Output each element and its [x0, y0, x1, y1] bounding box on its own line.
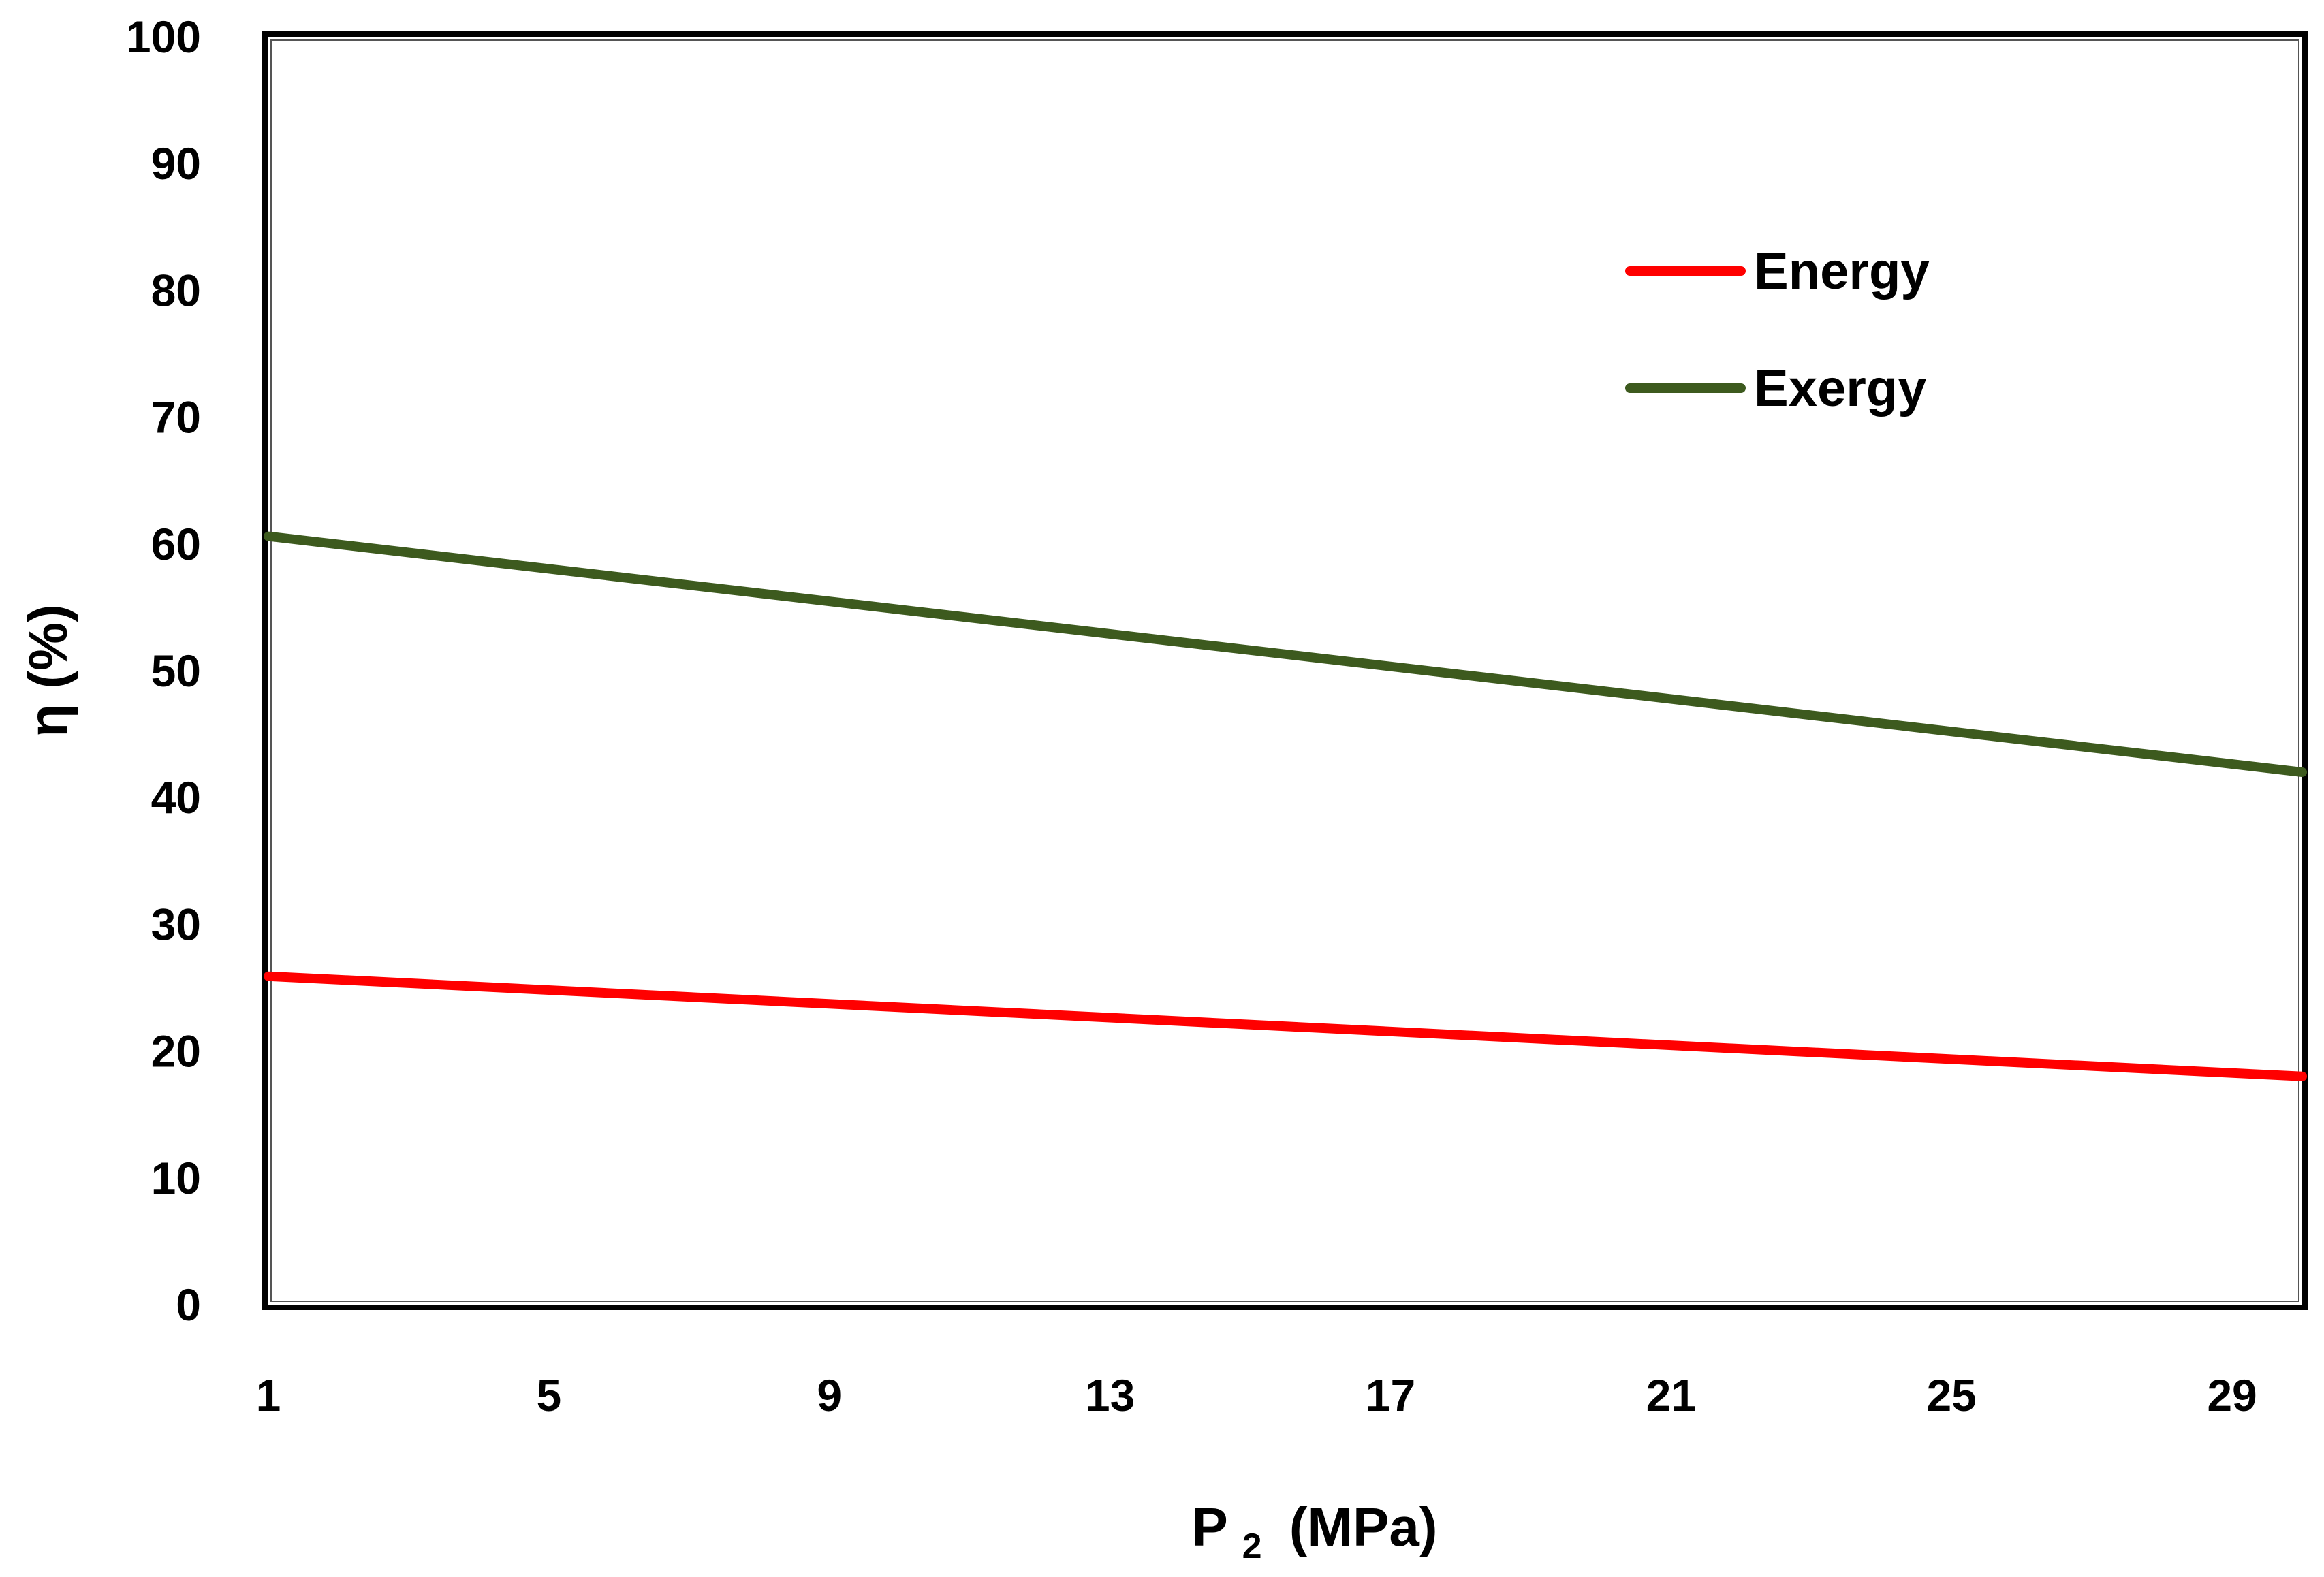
y-tick-label-80: 80: [151, 265, 201, 315]
x-axis-ticks: 1 5 9 13 17 21 25 29: [256, 1370, 2257, 1420]
x-tick-label-13: 13: [1085, 1370, 1135, 1420]
y-tick-label-70: 70: [151, 392, 201, 443]
x-tick-label-17: 17: [1366, 1370, 1415, 1420]
y-tick-label-20: 20: [151, 1026, 201, 1077]
x-tick-label-5: 5: [537, 1370, 562, 1420]
x-tick-label-25: 25: [1926, 1370, 1976, 1420]
y-tick-label-100: 100: [126, 12, 201, 62]
y-tick-label-40: 40: [151, 772, 201, 823]
y-tick-label-10: 10: [151, 1153, 201, 1203]
x-axis-title-main: P: [1191, 1497, 1227, 1557]
x-tick-label-1: 1: [256, 1370, 281, 1420]
legend: Energy Exergy: [1625, 242, 1930, 417]
y-axis-title: η (%): [18, 604, 78, 737]
legend-label-energy: Energy: [1754, 242, 1930, 300]
x-axis-title-subscript: 2: [1242, 1527, 1262, 1566]
y-tick-label-50: 50: [151, 646, 201, 696]
series-line-energy: [264, 971, 2307, 1081]
x-tick-label-29: 29: [2207, 1370, 2257, 1420]
y-tick-label-0: 0: [176, 1279, 201, 1330]
legend-label-exergy: Exergy: [1754, 360, 1927, 417]
y-tick-label-30: 30: [151, 899, 201, 949]
y-axis-ticks: 0 10 20 30 40 50 60 70 80 90 100: [126, 12, 201, 1330]
plot-area-inner-frame: [270, 39, 2299, 1302]
x-axis-title: P 2 (MPa): [1191, 1497, 1437, 1570]
y-tick-label-60: 60: [151, 519, 201, 569]
x-tick-label-21: 21: [1646, 1370, 1696, 1420]
y-tick-label-90: 90: [151, 138, 201, 189]
plot-area-frame: [262, 31, 2308, 1310]
series-layer: [264, 531, 2307, 1081]
x-axis-title-unit: (MPa): [1289, 1497, 1438, 1557]
series-line-exergy: [264, 531, 2307, 777]
x-tick-label-9: 9: [817, 1370, 842, 1420]
